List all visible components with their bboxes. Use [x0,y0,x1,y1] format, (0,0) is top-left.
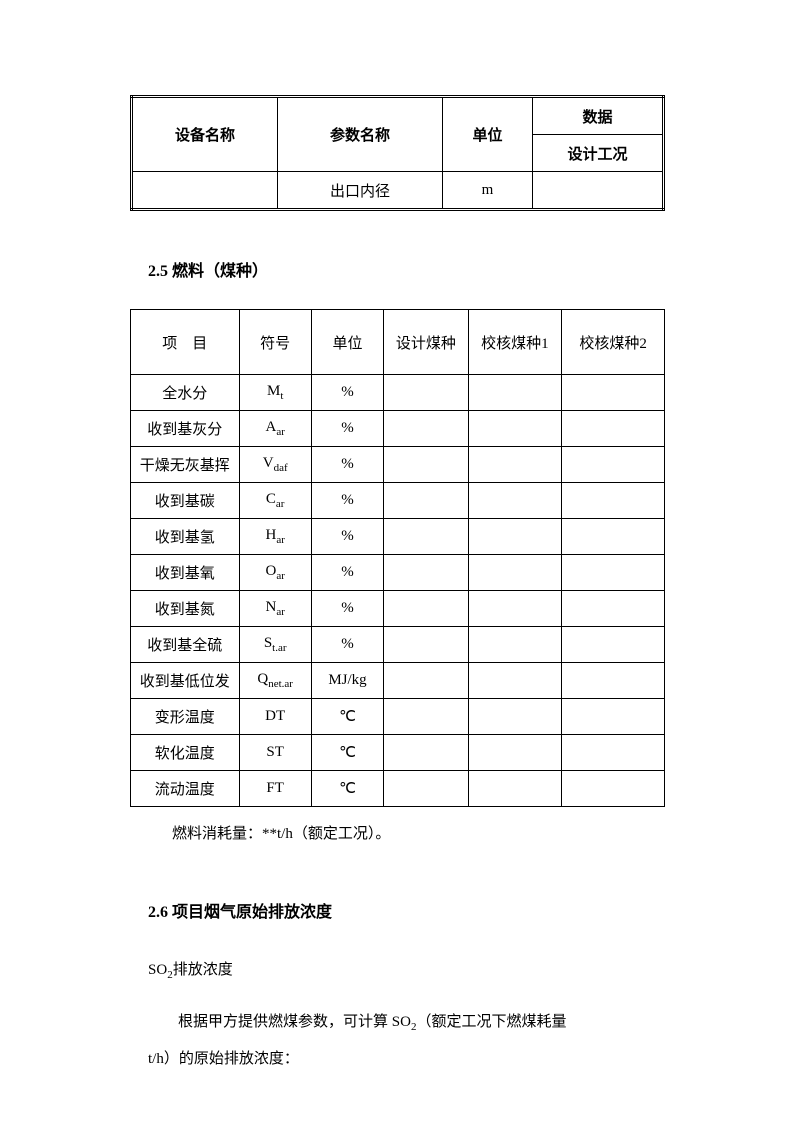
section-25-heading: 2.5 燃料（煤种） [148,257,689,281]
fuel-symbol: Qnet.ar [239,663,311,699]
fuel-symbol: DT [239,699,311,735]
fuel-unit: % [311,447,383,483]
so2-concentration-label: SO2排放浓度 [148,952,689,988]
fuel-symbol: Mt [239,375,311,411]
fuel-item: 软化温度 [131,735,240,771]
eq-header-design: 设计工况 [533,135,664,172]
table-row: 流动温度FT℃ [131,771,665,807]
equipment-table: 设备名称 参数名称 单位 数据 设计工况 出口内径 m [130,95,665,211]
table-row: 收到基灰分Aar% [131,411,665,447]
section-26-heading: 2.6 项目烟气原始排放浓度 [148,898,689,922]
fuel-item: 收到基碳 [131,483,240,519]
fuel-unit: % [311,411,383,447]
fuel-h-unit: 单位 [311,310,383,375]
fuel-item: 收到基低位发 [131,663,240,699]
table-row: 软化温度ST℃ [131,735,665,771]
eq-header-param: 参数名称 [278,97,443,172]
fuel-h-item: 项 目 [131,310,240,375]
fuel-item: 干燥无灰基挥 [131,447,240,483]
fuel-unit: % [311,375,383,411]
fuel-item: 变形温度 [131,699,240,735]
fuel-item: 收到基氮 [131,591,240,627]
fuel-unit: ℃ [311,699,383,735]
table-row: 全水分Mt% [131,375,665,411]
table-row: 收到基氧Oar% [131,555,665,591]
table-row: 收到基全硫St.ar% [131,627,665,663]
table-row: 出口内径 m [132,172,664,210]
fuel-h-design: 设计煤种 [384,310,468,375]
table-row: 收到基低位发Qnet.arMJ/kg [131,663,665,699]
table-row: 收到基碳Car% [131,483,665,519]
fuel-table: 项 目 符号 单位 设计煤种 校核煤种1 校核煤种2 全水分Mt%收到基灰分Aa… [130,309,665,807]
fuel-symbol: Vdaf [239,447,311,483]
so2-paragraph-cont: t/h）的原始排放浓度： [148,1041,689,1077]
fuel-symbol: Aar [239,411,311,447]
fuel-unit: % [311,627,383,663]
eq-header-data: 数据 [533,97,664,135]
fuel-item: 流动温度 [131,771,240,807]
eq-unit: m [443,172,533,210]
fuel-symbol: FT [239,771,311,807]
fuel-item: 收到基氢 [131,519,240,555]
fuel-h-check1: 校核煤种1 [468,310,562,375]
fuel-item: 收到基全硫 [131,627,240,663]
so2-paragraph: 根据甲方提供燃煤参数，可计算 SO2（额定工况下燃煤耗量 [148,1004,689,1040]
eq-header-name: 设备名称 [132,97,278,172]
fuel-unit: % [311,483,383,519]
fuel-unit: % [311,555,383,591]
eq-param: 出口内径 [278,172,443,210]
fuel-symbol: St.ar [239,627,311,663]
fuel-symbol: Car [239,483,311,519]
fuel-consumption-note: 燃料消耗量：**t/h（额定工况）。 [172,821,689,848]
fuel-symbol: ST [239,735,311,771]
fuel-unit: % [311,519,383,555]
table-row: 干燥无灰基挥Vdaf% [131,447,665,483]
table-row: 收到基氮Nar% [131,591,665,627]
eq-header-unit: 单位 [443,97,533,172]
fuel-h-check2: 校核煤种2 [562,310,665,375]
fuel-item: 收到基灰分 [131,411,240,447]
fuel-h-symbol: 符号 [239,310,311,375]
fuel-item: 全水分 [131,375,240,411]
fuel-symbol: Oar [239,555,311,591]
table-row: 变形温度DT℃ [131,699,665,735]
fuel-unit: ℃ [311,735,383,771]
table-row: 收到基氢Har% [131,519,665,555]
fuel-unit: ℃ [311,771,383,807]
fuel-symbol: Har [239,519,311,555]
fuel-unit: % [311,591,383,627]
fuel-unit: MJ/kg [311,663,383,699]
fuel-item: 收到基氧 [131,555,240,591]
fuel-symbol: Nar [239,591,311,627]
